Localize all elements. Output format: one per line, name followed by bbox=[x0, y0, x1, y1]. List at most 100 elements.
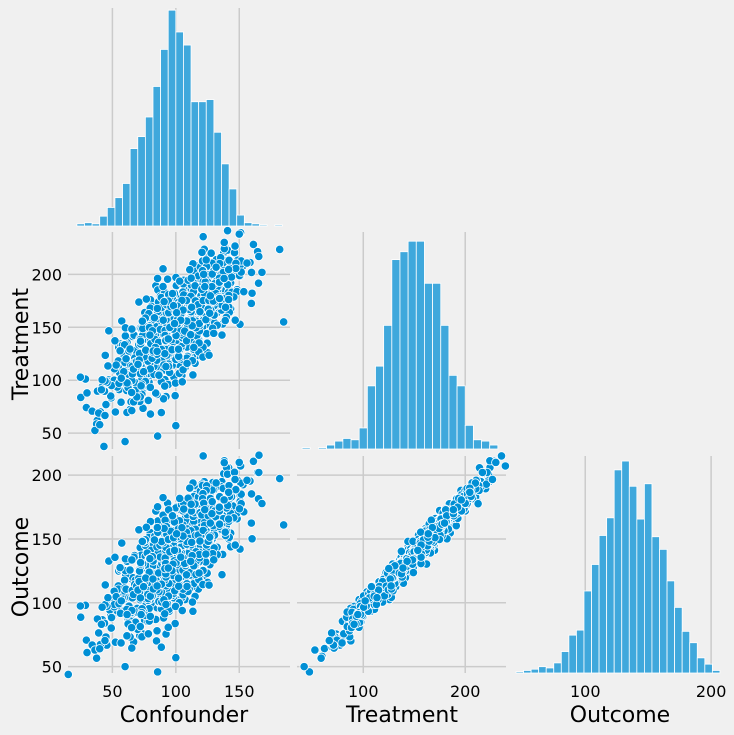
scatter-point bbox=[152, 626, 162, 636]
scatter-point bbox=[139, 582, 149, 592]
scatter-point bbox=[186, 556, 196, 566]
scatter-point bbox=[205, 308, 215, 318]
histogram-bar bbox=[160, 49, 169, 227]
scatter-point bbox=[135, 621, 145, 632]
scatter-point bbox=[97, 375, 107, 385]
scatter-point bbox=[159, 297, 169, 307]
histogram-bar bbox=[167, 9, 177, 227]
scatter-point bbox=[145, 409, 156, 419]
histogram-bar bbox=[221, 163, 230, 227]
scatter-point bbox=[279, 317, 289, 327]
scatter-point bbox=[222, 226, 233, 236]
scatter-point bbox=[143, 395, 153, 406]
scatter-point bbox=[149, 535, 160, 545]
scatter-point bbox=[82, 647, 92, 658]
scatter-point bbox=[170, 618, 180, 629]
scatter-point bbox=[99, 441, 109, 452]
scatter-point bbox=[96, 385, 107, 395]
scatter-point bbox=[337, 638, 347, 648]
scatter-point bbox=[327, 628, 337, 638]
x-axis-label-confounder: Confounder bbox=[120, 703, 249, 728]
scatter-point bbox=[152, 303, 162, 314]
scatter-point bbox=[82, 388, 92, 398]
scatter-point bbox=[111, 360, 121, 370]
scatter-point bbox=[97, 602, 107, 612]
scatter-point bbox=[136, 381, 146, 391]
scatter-point bbox=[63, 669, 73, 679]
histogram-bar bbox=[391, 259, 401, 450]
scatter-point bbox=[160, 609, 170, 619]
scatter-point bbox=[103, 361, 113, 371]
histogram-bar bbox=[666, 580, 676, 674]
histogram-bar bbox=[523, 670, 532, 674]
histogram-bar bbox=[674, 606, 683, 674]
scatter-point bbox=[163, 622, 173, 632]
scatter-point bbox=[116, 373, 126, 383]
scatter-point bbox=[106, 391, 116, 401]
histogram-bar bbox=[76, 223, 85, 227]
scatter-point bbox=[186, 273, 196, 283]
scatter-point bbox=[199, 269, 209, 279]
scatter-point bbox=[246, 489, 257, 499]
histogram-bar bbox=[530, 668, 540, 674]
scatter-point bbox=[211, 262, 221, 272]
scatter-point bbox=[248, 239, 259, 250]
scatter-point bbox=[257, 498, 267, 509]
y-axis-label-outcome: Outcome bbox=[9, 517, 34, 617]
scatter-point bbox=[137, 316, 147, 326]
scatter-point bbox=[372, 593, 382, 603]
histogram-bar bbox=[274, 224, 283, 227]
scatter-point bbox=[152, 581, 162, 591]
scatter-point bbox=[217, 330, 227, 340]
histogram-bar bbox=[84, 222, 93, 227]
scatter-point bbox=[398, 563, 408, 573]
scatter-point bbox=[214, 502, 224, 512]
scatter-point bbox=[246, 518, 256, 528]
scatter-point bbox=[154, 370, 164, 380]
scatter-point bbox=[156, 642, 166, 652]
scatter-point bbox=[465, 487, 475, 497]
scatter-point bbox=[76, 392, 86, 403]
scatter-point bbox=[158, 264, 168, 274]
scatter-point bbox=[219, 273, 229, 284]
scatter-point bbox=[248, 456, 259, 466]
scatter-point bbox=[125, 565, 135, 575]
histogram-bar bbox=[415, 240, 425, 450]
y-tick-label: 150 bbox=[31, 530, 62, 549]
scatter-point bbox=[254, 467, 264, 478]
scatter-point bbox=[427, 522, 437, 533]
scatter-point bbox=[316, 653, 326, 663]
scatter-point bbox=[182, 358, 192, 368]
histogram-bar bbox=[621, 460, 630, 674]
scatter-point bbox=[167, 511, 178, 521]
histogram-bar bbox=[301, 447, 311, 450]
histogram-bar bbox=[689, 642, 698, 674]
scatter-point bbox=[179, 504, 189, 514]
scatter-point bbox=[198, 451, 208, 461]
scatter-point bbox=[145, 554, 155, 564]
histogram-bar bbox=[472, 439, 482, 450]
histogram-bar bbox=[576, 629, 585, 674]
scatter-point bbox=[156, 407, 166, 418]
scatter-point bbox=[95, 420, 105, 430]
histogram-bar bbox=[553, 662, 562, 674]
histogram-bar bbox=[613, 469, 623, 674]
histogram-bar bbox=[598, 535, 608, 674]
histogram-bar bbox=[489, 444, 499, 450]
scatter-point bbox=[116, 397, 126, 407]
scatter-point bbox=[224, 294, 234, 305]
scatter-point bbox=[254, 450, 264, 460]
scatter-point bbox=[386, 581, 396, 591]
scatter-point bbox=[201, 255, 211, 265]
scatter-point bbox=[500, 461, 510, 471]
histogram-bar bbox=[432, 282, 442, 450]
x-tick-label: 150 bbox=[224, 682, 255, 701]
scatter-point bbox=[214, 293, 225, 304]
scatter-point bbox=[470, 478, 480, 488]
y-tick-label: 50 bbox=[42, 658, 62, 677]
scatter-point bbox=[195, 536, 205, 546]
scatter-point bbox=[200, 282, 210, 292]
scatter-point bbox=[158, 315, 168, 325]
scatter-point bbox=[133, 359, 143, 369]
